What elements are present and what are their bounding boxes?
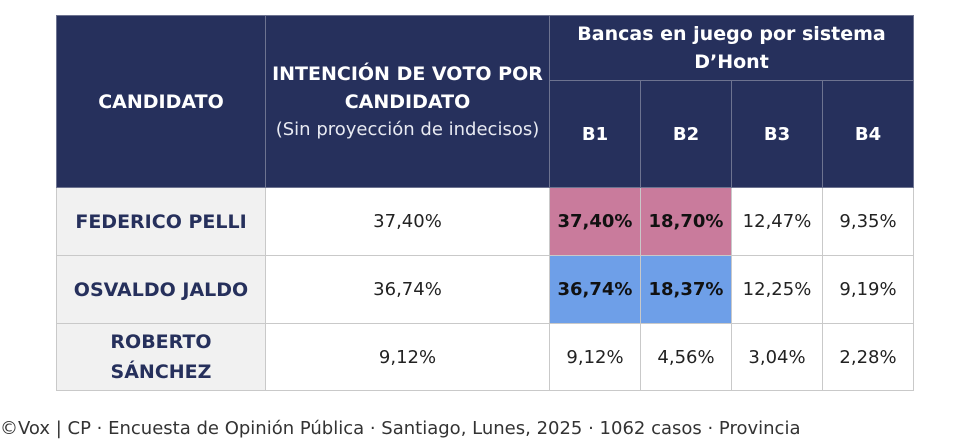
header-seat-b1: B1 (549, 80, 641, 188)
header-vote-title: INTENCIÓN DE VOTO POR CANDIDATO (272, 62, 543, 113)
seat-value-b2: 18,37% (640, 255, 732, 324)
seat-value-b4: 9,35% (821, 187, 915, 256)
table-row: ROBERTO SÁNCHEZ 9,12% 9,12% 4,56% 3,04% … (56, 323, 915, 391)
header-seat-b3: B3 (731, 80, 823, 188)
header-vote-intention: INTENCIÓN DE VOTO POR CANDIDATO (Sin pro… (265, 15, 550, 188)
vote-value: 36,74% (265, 255, 550, 324)
seat-value-b1: 9,12% (549, 323, 641, 391)
seat-value-b2: 4,56% (640, 323, 732, 391)
candidate-name: OSVALDO JALDO (56, 255, 266, 324)
header-vote-subtitle: (Sin proyección de indecisos) (275, 118, 540, 140)
seat-value-b3: 12,25% (731, 255, 823, 324)
dhont-table: CANDIDATO INTENCIÓN DE VOTO POR CANDIDAT… (56, 15, 915, 391)
candidate-name: ROBERTO SÁNCHEZ (56, 323, 266, 391)
vote-value: 37,40% (265, 187, 550, 256)
candidate-name: FEDERICO PELLI (56, 187, 266, 256)
vote-value: 9,12% (265, 323, 550, 391)
seat-value-b2: 18,70% (640, 187, 732, 256)
seat-value-b1: 37,40% (549, 187, 641, 256)
source-footer: ©Vox | CP · Encuesta de Opinión Pública … (0, 418, 801, 439)
table-row: FEDERICO PELLI 37,40% 37,40% 18,70% 12,4… (56, 187, 915, 256)
table-row: OSVALDO JALDO 36,74% 36,74% 18,37% 12,25… (56, 255, 915, 324)
header-seats-title: Bancas en juego por sistema D’Hont (548, 15, 915, 81)
seat-value-b4: 9,19% (821, 255, 915, 324)
seat-value-b3: 12,47% (731, 187, 823, 256)
seat-value-b3: 3,04% (731, 323, 823, 391)
seat-value-b1: 36,74% (549, 255, 641, 324)
header-seat-b4: B4 (821, 80, 915, 188)
seat-value-b4: 2,28% (821, 323, 915, 391)
header-candidate: CANDIDATO (56, 15, 266, 188)
header-seat-b2: B2 (640, 80, 732, 188)
